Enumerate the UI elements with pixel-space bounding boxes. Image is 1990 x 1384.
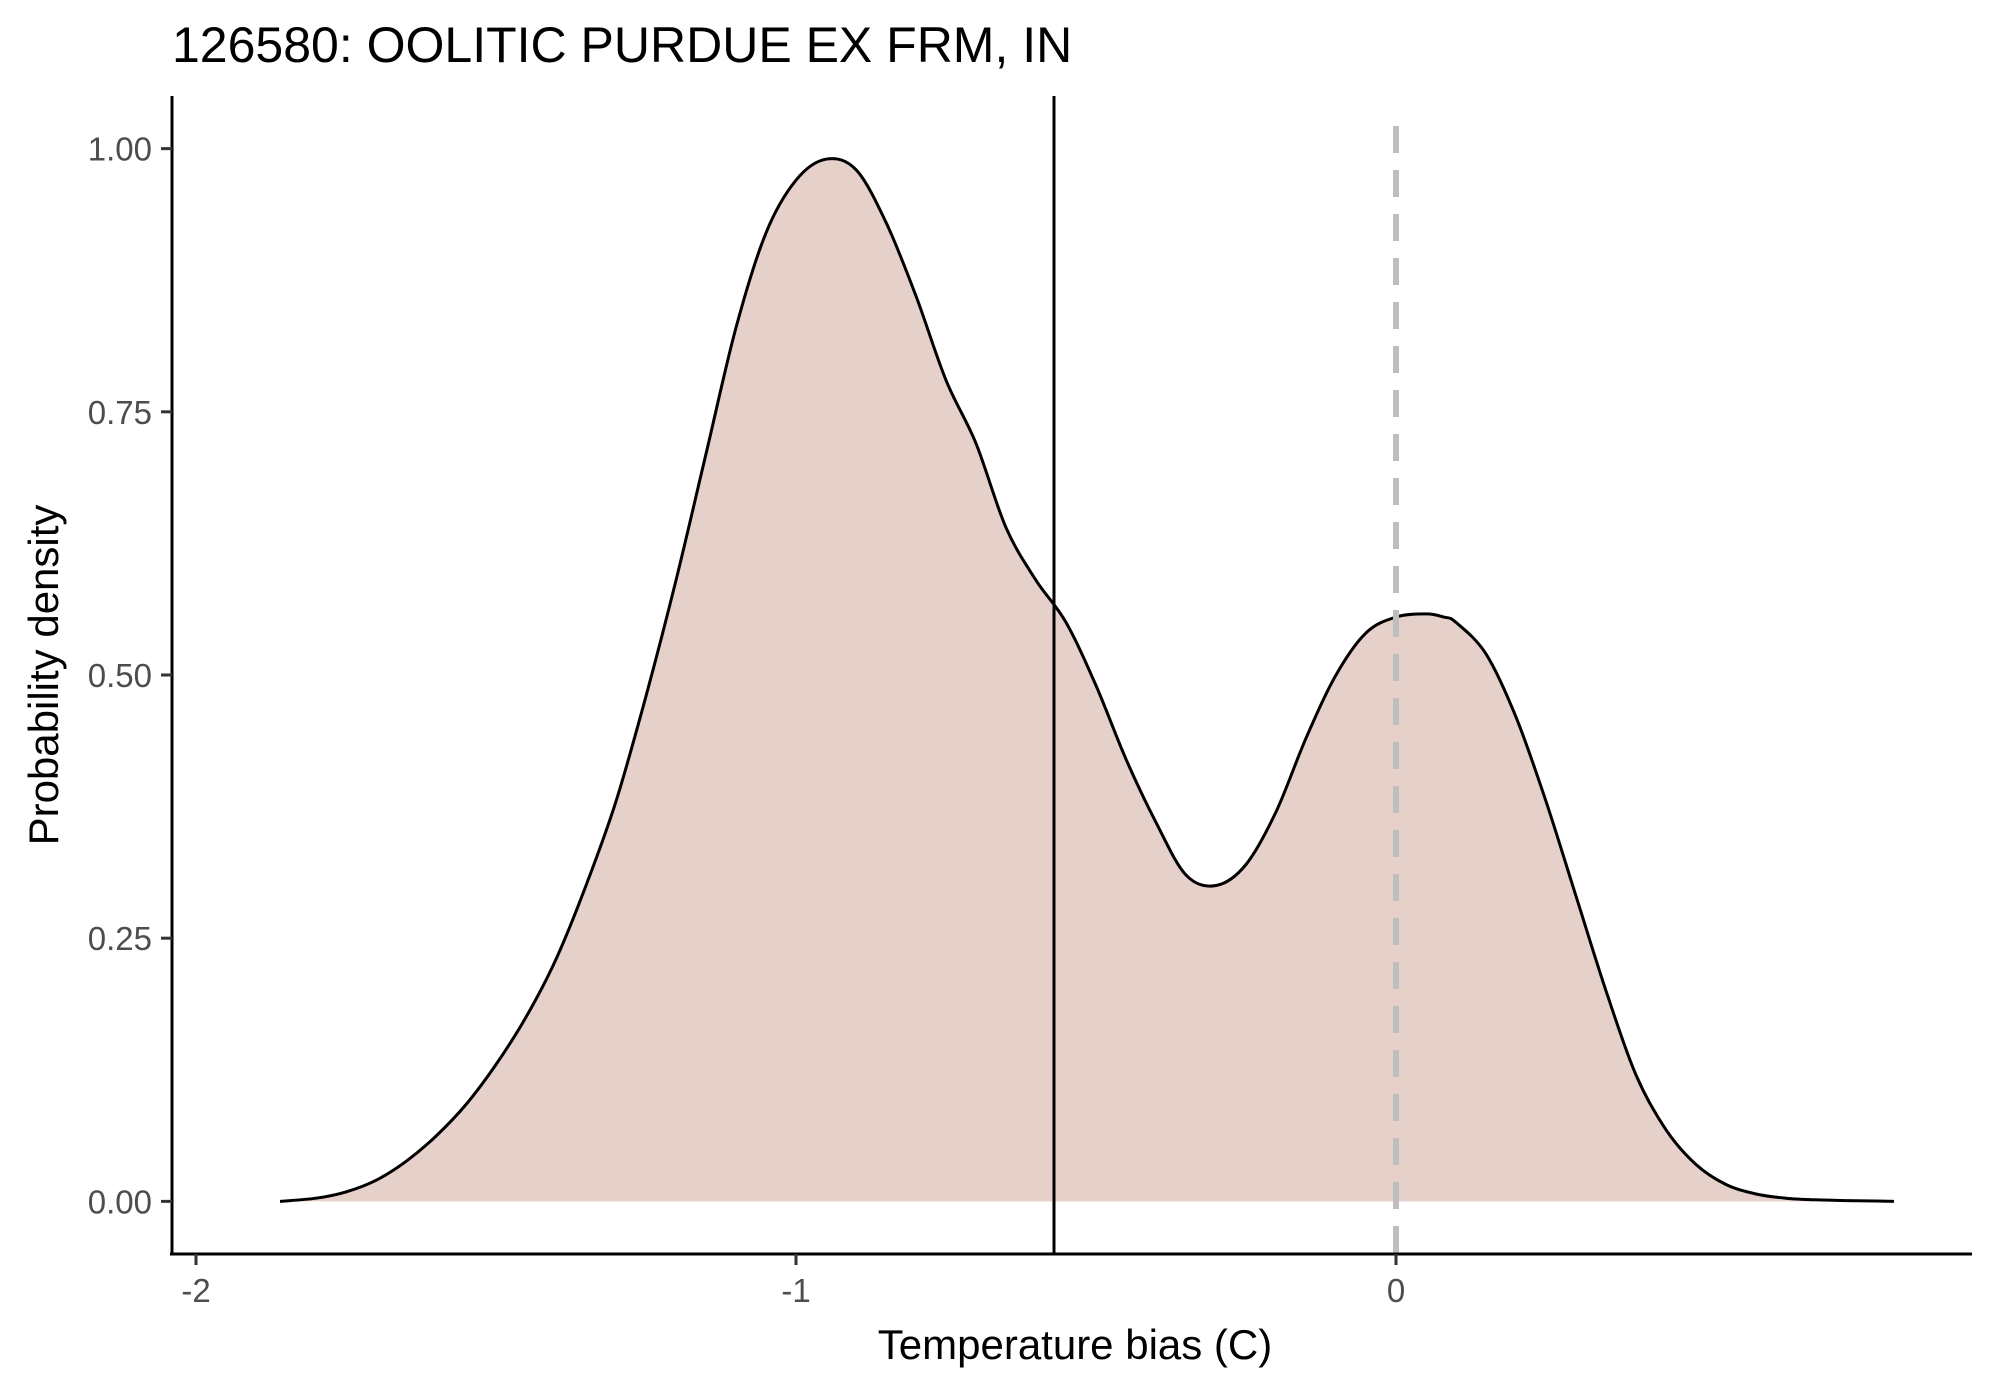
y-axis-ticks: 0.00 0.25 0.50 0.75 1.00 xyxy=(88,131,172,1220)
density-line xyxy=(279,157,1895,1203)
x-tick-label: -1 xyxy=(781,1272,810,1309)
x-tick-label: 0 xyxy=(1387,1272,1405,1309)
x-axis-ticks: -2 -1 0 xyxy=(181,1254,1405,1309)
y-tick-label: 0.25 xyxy=(88,920,152,957)
plot-area xyxy=(279,157,1895,1203)
reference-lines xyxy=(1052,96,1399,1254)
density-area xyxy=(280,158,1894,1202)
y-tick-label: 1.00 xyxy=(88,131,152,168)
y-tick-label: 0.50 xyxy=(88,657,152,694)
x-tick-label: -2 xyxy=(181,1272,210,1309)
y-tick-label: 0.75 xyxy=(88,394,152,431)
y-axis-title: Probability density xyxy=(20,505,67,846)
y-tick-label: 0.00 xyxy=(88,1183,152,1220)
x-axis-title: Temperature bias (C) xyxy=(878,1321,1272,1368)
chart-title: 126580: OOLITIC PURDUE EX FRM, IN xyxy=(172,17,1072,73)
